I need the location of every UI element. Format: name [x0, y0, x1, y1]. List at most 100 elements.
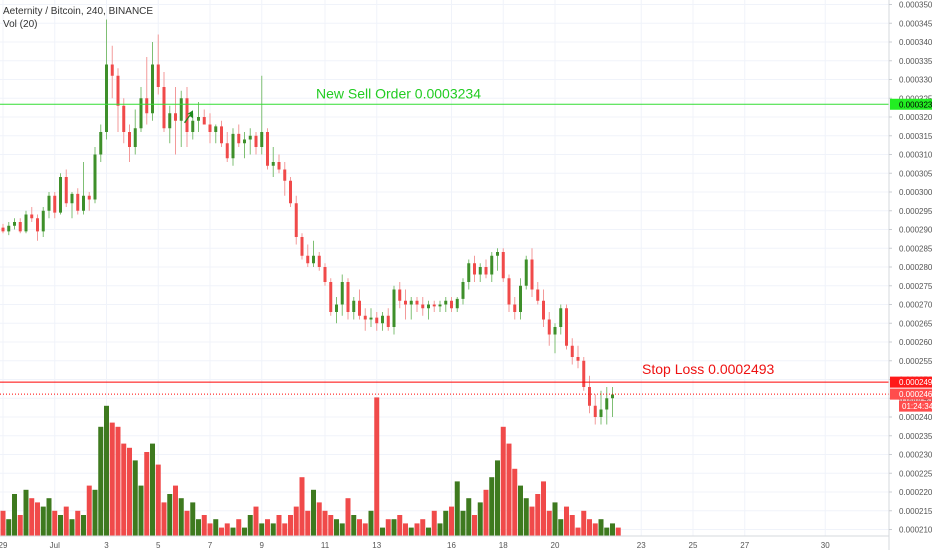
candle[interactable]	[524, 255, 528, 290]
candle[interactable]	[501, 248, 505, 282]
candle[interactable]	[139, 87, 143, 132]
candle[interactable]	[283, 162, 287, 196]
candle[interactable]	[386, 308, 390, 331]
candle[interactable]	[70, 192, 74, 219]
candle[interactable]	[427, 300, 430, 320]
candle[interactable]	[484, 259, 488, 279]
candle[interactable]	[145, 57, 149, 125]
candle[interactable]	[593, 394, 597, 425]
candle[interactable]	[1, 223, 5, 234]
candle[interactable]	[323, 263, 327, 286]
candle[interactable]	[542, 289, 545, 328]
candle[interactable]	[185, 87, 189, 147]
candle[interactable]	[110, 45, 114, 99]
candle[interactable]	[197, 102, 200, 132]
candle[interactable]	[214, 124, 218, 144]
candle[interactable]	[133, 109, 137, 155]
candle[interactable]	[254, 132, 258, 155]
candle[interactable]	[335, 297, 338, 324]
candle[interactable]	[363, 308, 367, 331]
candle[interactable]	[208, 113, 212, 144]
candle[interactable]	[243, 132, 246, 159]
candle[interactable]	[266, 128, 269, 170]
candle[interactable]	[605, 387, 609, 425]
candle[interactable]	[421, 297, 425, 316]
candle[interactable]	[179, 90, 183, 147]
candle[interactable]	[317, 252, 321, 271]
candle[interactable]	[478, 263, 482, 282]
candle[interactable]	[30, 207, 34, 222]
sell-order-annotation[interactable]: New Sell Order 0.0003234	[316, 85, 481, 101]
candle[interactable]	[536, 282, 540, 305]
candle[interactable]	[398, 282, 402, 309]
candle[interactable]	[565, 304, 568, 350]
candle[interactable]	[553, 323, 557, 354]
candle[interactable]	[599, 390, 603, 425]
candle[interactable]	[450, 297, 453, 312]
candle[interactable]	[87, 192, 91, 211]
candle[interactable]	[64, 169, 68, 208]
candle[interactable]	[352, 297, 356, 320]
candle[interactable]	[513, 297, 517, 320]
candle[interactable]	[576, 345, 580, 369]
candle[interactable]	[375, 312, 379, 331]
candle[interactable]	[559, 304, 563, 335]
candle[interactable]	[312, 240, 315, 267]
candle[interactable]	[432, 300, 436, 312]
candle[interactable]	[289, 177, 292, 207]
candle[interactable]	[18, 218, 22, 234]
candle[interactable]	[358, 289, 361, 320]
candle[interactable]	[202, 109, 206, 125]
candle[interactable]	[306, 244, 310, 268]
candle[interactable]	[438, 300, 442, 312]
candle[interactable]	[611, 387, 614, 417]
candle[interactable]	[162, 72, 166, 132]
candle[interactable]	[47, 192, 51, 219]
candle[interactable]	[340, 274, 344, 316]
candle[interactable]	[490, 252, 494, 282]
candle[interactable]	[105, 19, 108, 140]
candle[interactable]	[220, 120, 223, 147]
candle[interactable]	[7, 222, 11, 236]
candle[interactable]	[582, 357, 586, 391]
candle[interactable]	[415, 297, 419, 312]
candle[interactable]	[128, 124, 131, 163]
candle[interactable]	[225, 132, 229, 162]
candle[interactable]	[461, 278, 465, 305]
candle[interactable]	[260, 75, 264, 155]
candle[interactable]	[237, 124, 241, 148]
candle[interactable]	[151, 42, 154, 121]
candle[interactable]	[496, 248, 499, 271]
candle[interactable]	[271, 147, 275, 177]
candle[interactable]	[174, 87, 177, 155]
candle[interactable]	[168, 105, 172, 144]
candle[interactable]	[76, 188, 80, 215]
candle[interactable]	[277, 154, 281, 174]
candle[interactable]	[467, 259, 471, 290]
candle[interactable]	[329, 278, 333, 316]
candle[interactable]	[473, 255, 476, 282]
candle[interactable]	[369, 308, 373, 327]
candle[interactable]	[99, 124, 103, 163]
candle[interactable]	[519, 278, 522, 320]
candle[interactable]	[13, 218, 16, 230]
candle[interactable]	[59, 173, 62, 215]
candle[interactable]	[116, 68, 120, 132]
candle[interactable]	[547, 312, 551, 346]
candle[interactable]	[300, 233, 304, 260]
candle[interactable]	[530, 248, 534, 297]
candle[interactable]	[82, 162, 85, 215]
candle[interactable]	[570, 338, 574, 365]
candle[interactable]	[122, 98, 126, 144]
candle[interactable]	[409, 297, 413, 320]
candle[interactable]	[444, 297, 448, 312]
candle[interactable]	[455, 297, 459, 312]
candle[interactable]	[404, 289, 407, 320]
candle[interactable]	[156, 34, 160, 95]
candle[interactable]	[381, 312, 384, 331]
candle[interactable]	[24, 210, 28, 234]
candle[interactable]	[392, 285, 396, 335]
candle[interactable]	[53, 192, 57, 219]
stop-loss-annotation[interactable]: Stop Loss 0.0002493	[642, 361, 775, 377]
